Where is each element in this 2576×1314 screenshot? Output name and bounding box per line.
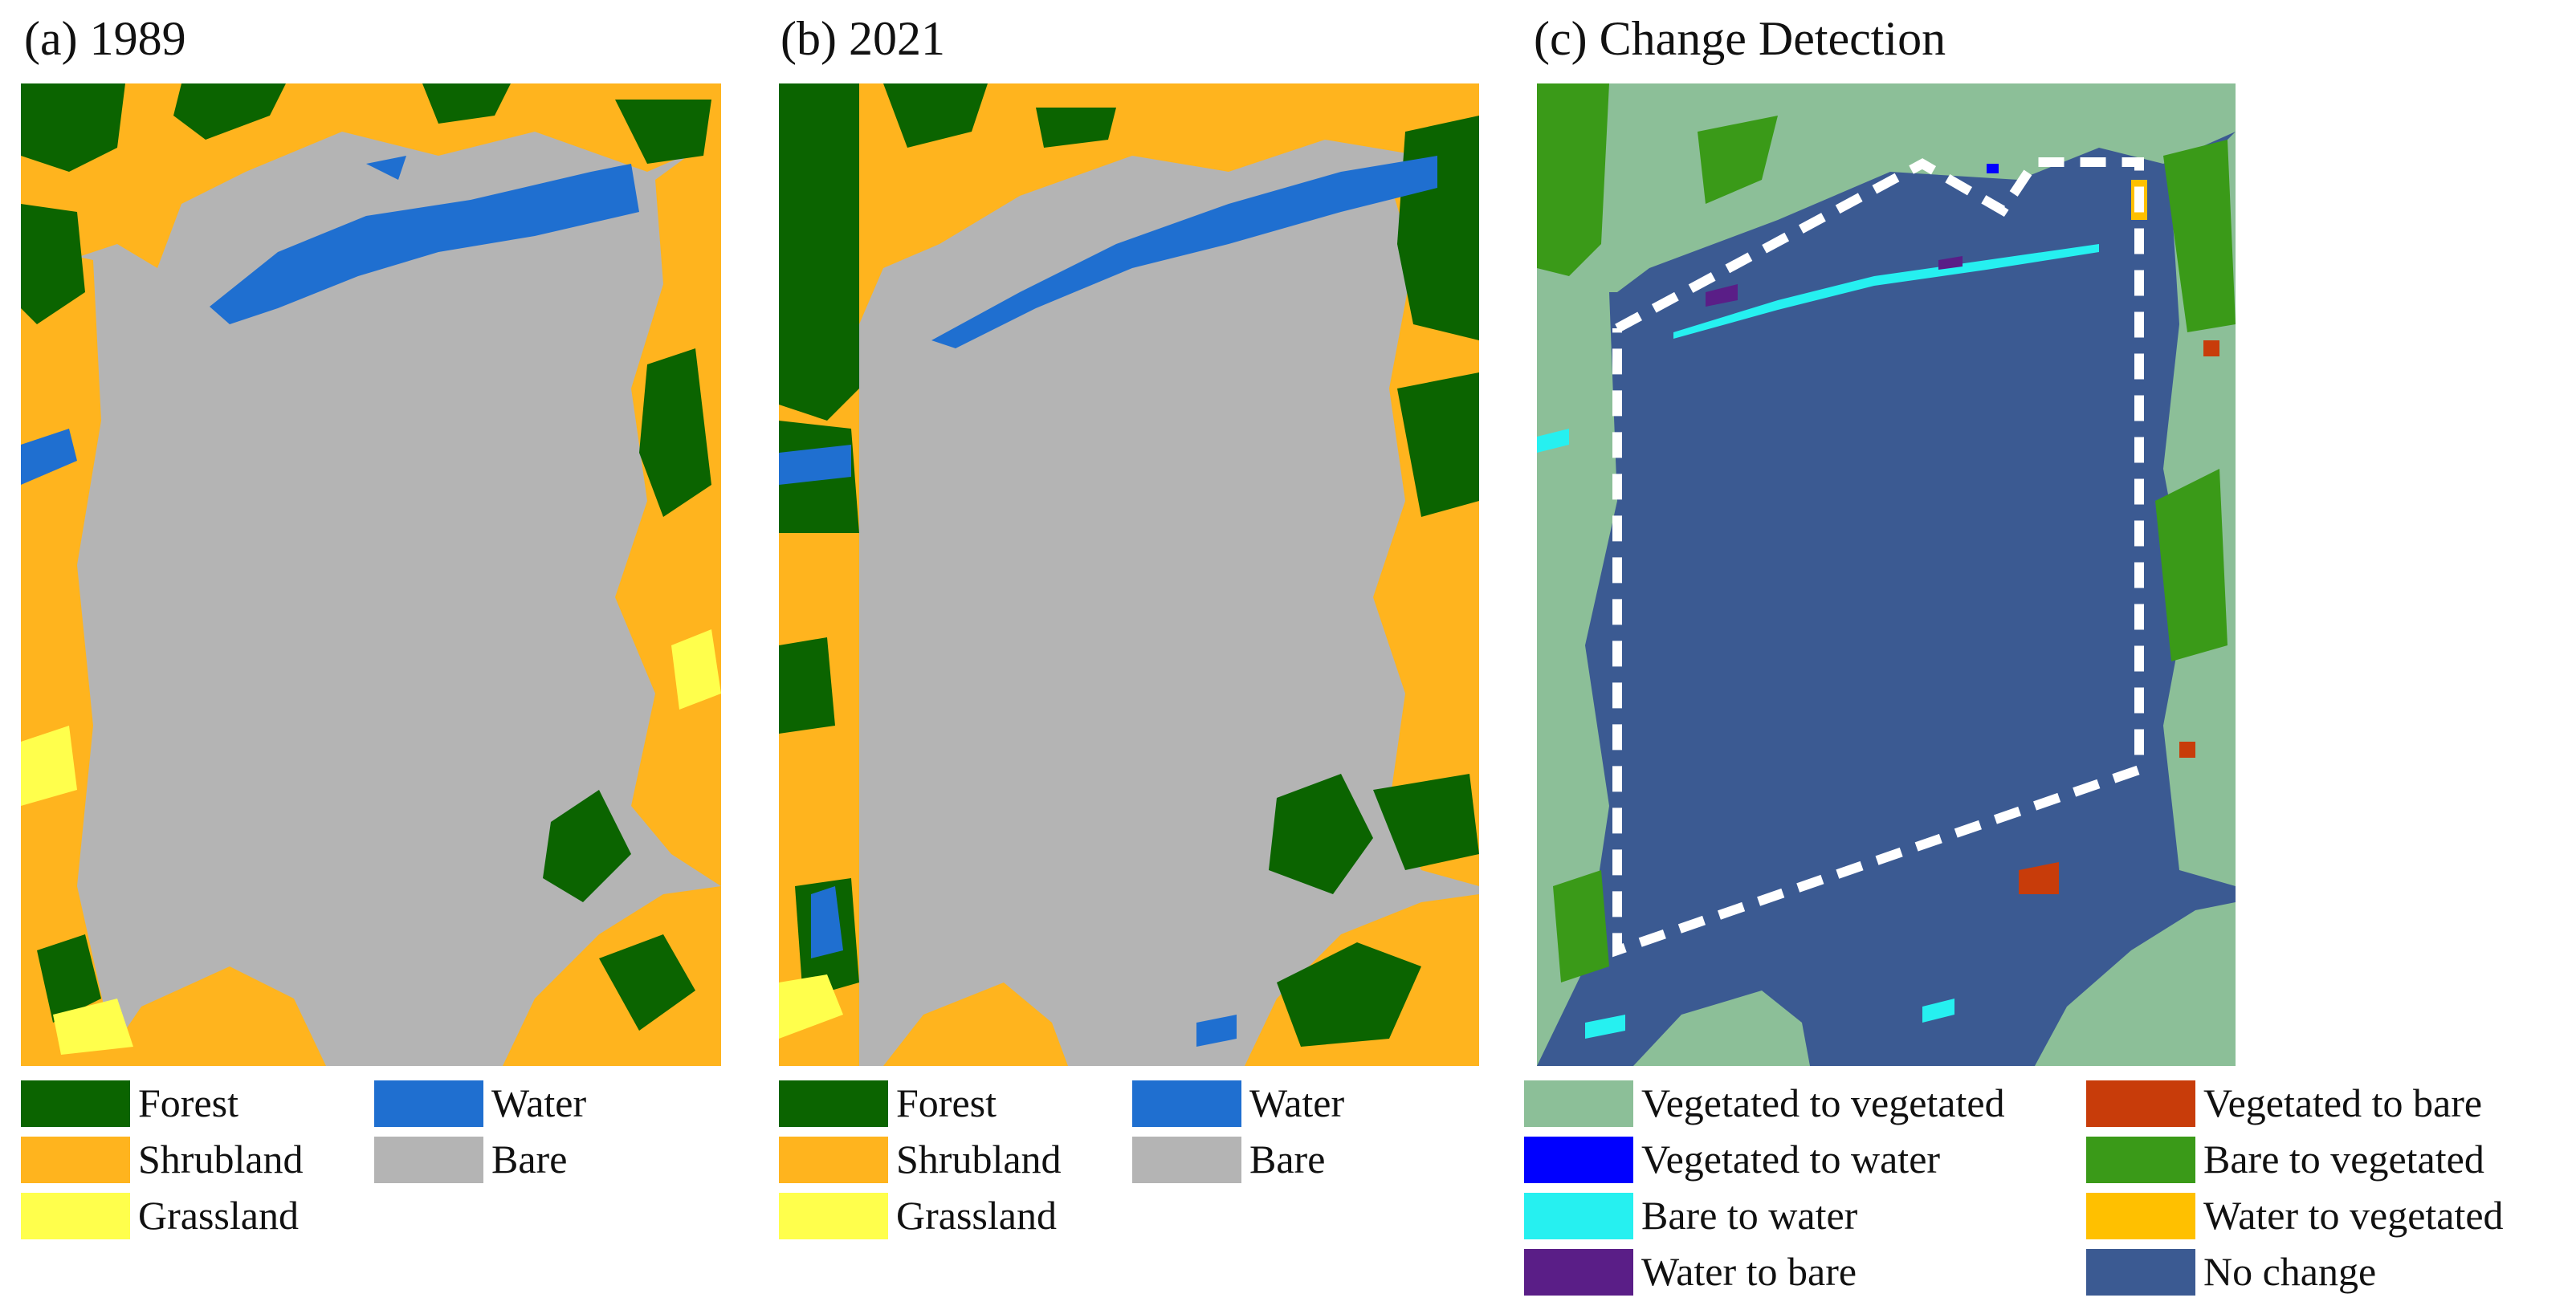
legend-swatch (2086, 1137, 2195, 1183)
legend-swatch (374, 1137, 483, 1183)
panel-title-1989: (a) 1989 (24, 12, 186, 65)
legend-swatch (2086, 1193, 2195, 1239)
map-change-detection (1537, 83, 2236, 1066)
legend-label: Bare to water (1641, 1193, 1858, 1238)
panel-title-2021: (b) 2021 (781, 12, 945, 65)
legend-label: Forest (138, 1080, 238, 1125)
legend-label: Vegetated to bare (2203, 1080, 2483, 1125)
legend-label: Shrubland (896, 1137, 1062, 1182)
legend-label: Bare (491, 1137, 568, 1182)
legend-label: Grassland (896, 1193, 1057, 1238)
legend-swatch (1132, 1137, 1241, 1183)
legend-label: Shrubland (138, 1137, 304, 1182)
legend-swatch (1524, 1080, 1633, 1127)
legend-swatch (779, 1137, 888, 1183)
legend-label: Vegetated to vegetated (1641, 1080, 2005, 1125)
legend-label: Forest (896, 1080, 997, 1125)
legend-label: Bare to vegetated (2203, 1137, 2484, 1182)
legend-label: Water (1249, 1080, 1345, 1125)
legend-swatch (2086, 1249, 2195, 1296)
legend-swatch (779, 1193, 888, 1239)
legend-swatch (374, 1080, 483, 1127)
legend-swatch (21, 1080, 130, 1127)
legend-swatch (1524, 1249, 1633, 1296)
panel-title-change-detection: (c) Change Detection (1534, 12, 1946, 65)
map-2021 (779, 83, 1479, 1066)
legend-label: No change (2203, 1249, 2377, 1294)
legend-label: Vegetated to water (1641, 1137, 1941, 1182)
legend-label: Water (491, 1080, 587, 1125)
legend-swatch (1524, 1137, 1633, 1183)
legend-swatch (779, 1080, 888, 1127)
legend-label: Water to bare (1641, 1249, 1857, 1294)
map-1989 (21, 83, 721, 1066)
legend-change-detection: Vegetated to vegetated Vegetated to water… (1524, 1080, 2568, 1305)
legend-label: Bare (1249, 1137, 1326, 1182)
legend-label: Water to vegetated (2203, 1193, 2504, 1238)
legend-swatch (21, 1137, 130, 1183)
legend-swatch (21, 1193, 130, 1239)
legend-1989: Forest Shrubland Grassland Water Bare (21, 1080, 728, 1241)
legend-swatch (1524, 1193, 1633, 1239)
legend-label: Grassland (138, 1193, 299, 1238)
legend-swatch (1132, 1080, 1241, 1127)
legend-swatch (2086, 1080, 2195, 1127)
legend-2021: Forest Shrubland Grassland Water Bare (779, 1080, 1486, 1241)
